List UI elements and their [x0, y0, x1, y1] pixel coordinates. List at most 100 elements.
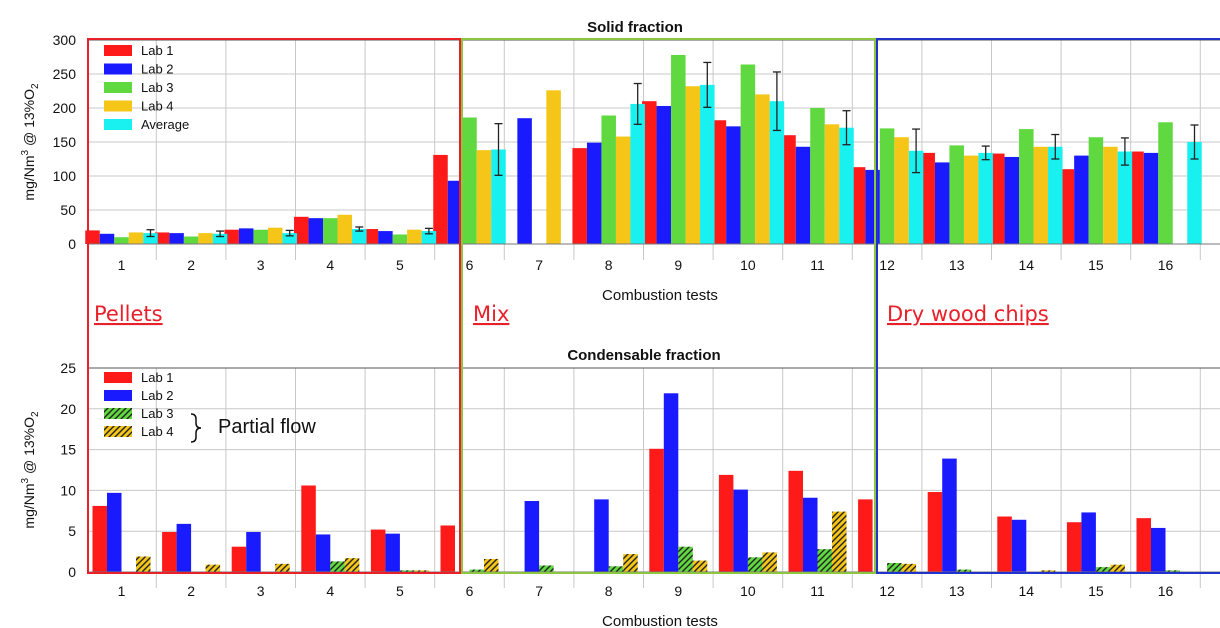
pellets-group-box — [87, 38, 461, 574]
bar-lab-4 — [824, 124, 840, 244]
bar-lab-1 — [92, 505, 107, 572]
y-tick-label: 150 — [53, 134, 77, 150]
x-tick-label: 3 — [257, 583, 265, 599]
legend-label: Average — [141, 117, 189, 132]
bar-lab-4 — [198, 233, 213, 244]
x-tick-label: 14 — [1019, 583, 1035, 599]
bar-lab-2 — [586, 142, 602, 244]
y-axis-label: mg/Nm3 @ 13%O2 — [20, 411, 41, 529]
bar-lab-4 — [692, 560, 708, 572]
group-label-pellets: Pellets — [94, 302, 163, 326]
bar-lab-2 — [1143, 152, 1159, 244]
x-tick-label: 4 — [326, 583, 334, 599]
bar-lab-4 — [407, 229, 422, 244]
y-tick-label: 0 — [68, 564, 76, 580]
legend-swatch — [104, 408, 132, 419]
y-tick-label: 10 — [60, 482, 76, 498]
bar-lab-2 — [315, 534, 331, 572]
x-tick-label: 3 — [257, 257, 265, 273]
bar-lab-4 — [484, 558, 499, 572]
legend-swatch — [104, 63, 132, 75]
bar-lab-4 — [963, 155, 979, 244]
y-tick-label: 25 — [60, 360, 76, 376]
y-tick-label: 250 — [53, 66, 77, 82]
bar-lab-3 — [887, 563, 902, 572]
legend-swatch — [104, 119, 132, 130]
bar-lab-4 — [136, 556, 151, 572]
x-tick-label: 11 — [810, 257, 825, 273]
bar-lab-3 — [462, 117, 477, 244]
legend-label: Lab 4 — [141, 424, 174, 439]
legend-swatch — [104, 426, 132, 437]
bar-lab-1 — [433, 154, 448, 244]
bar-average — [212, 233, 228, 244]
bar-average — [491, 149, 506, 244]
bar-lab-3 — [1165, 570, 1180, 572]
bar-lab-1 — [858, 499, 873, 572]
bar-lab-1 — [850, 167, 866, 244]
x-tick-label: 8 — [605, 257, 613, 273]
x-tick-label: 15 — [1088, 583, 1104, 599]
bar-lab-2 — [656, 105, 672, 245]
legend-label: Lab 2 — [141, 388, 174, 403]
bar-lab-1 — [1059, 169, 1075, 244]
bar-lab-4 — [755, 94, 770, 245]
group-labels: Pellets Mix Dry wood chips — [94, 302, 1049, 326]
bar-lab-2 — [1074, 155, 1089, 244]
bar-lab-3 — [1019, 129, 1034, 244]
bar-average — [352, 229, 367, 244]
bar-lab-2 — [517, 118, 532, 244]
bar-lab-4 — [685, 86, 701, 245]
bar-lab-2 — [733, 489, 748, 572]
group-label-mix: Mix — [473, 302, 509, 326]
bar-lab-1 — [788, 470, 803, 572]
x-tick-label: 11 — [810, 583, 825, 599]
bar-lab-1 — [781, 135, 796, 244]
bar-lab-2 — [1151, 527, 1166, 572]
bar-lab-2 — [594, 499, 609, 572]
x-tick-label: 4 — [326, 257, 334, 273]
bar-lab-3 — [747, 557, 763, 572]
bar-average — [630, 103, 645, 244]
bar-lab-1 — [711, 120, 727, 244]
y-tick-label: 100 — [53, 168, 77, 184]
bars — [92, 393, 1180, 572]
bar-lab-4 — [344, 558, 360, 572]
bar-lab-3 — [183, 236, 199, 244]
x-tick-label: 16 — [1158, 257, 1174, 273]
bar-lab-3 — [879, 128, 895, 244]
group-boxes — [87, 38, 1220, 574]
bar-lab-4 — [275, 563, 290, 572]
bar-lab-4 — [1103, 146, 1118, 244]
bars — [85, 54, 1202, 245]
bar-lab-3 — [678, 546, 693, 572]
legend-label: Lab 3 — [141, 80, 174, 95]
bar-lab-4 — [901, 563, 917, 572]
bar-lab-3 — [949, 145, 964, 244]
bar-lab-3 — [740, 64, 756, 244]
y-tick-label: 200 — [53, 100, 77, 116]
bar-lab-1 — [990, 153, 1005, 244]
bar-lab-1 — [440, 525, 455, 572]
bar-lab-3 — [1158, 122, 1173, 244]
bar-lab-1 — [363, 229, 379, 244]
bar-lab-4 — [476, 150, 492, 244]
bar-lab-2 — [246, 532, 261, 572]
bar-lab-2 — [308, 218, 324, 244]
bar-lab-2 — [942, 458, 957, 572]
chart-title: Condensable fraction — [567, 347, 720, 364]
x-axis-label: Combustion tests — [602, 287, 718, 304]
bar-lab-3 — [810, 108, 825, 244]
legend-swatch — [104, 100, 132, 112]
bar-lab-2 — [107, 492, 122, 572]
bar-lab-2 — [385, 533, 400, 572]
legend-swatch — [104, 372, 132, 383]
bar-lab-2 — [169, 233, 184, 244]
x-tick-label: 10 — [740, 257, 756, 273]
legend: Lab 1 Lab 2 Lab 3 Lab 4 Average — [104, 43, 189, 132]
bar-lab-2 — [524, 501, 540, 572]
x-tick-label: 2 — [187, 257, 195, 273]
bar-lab-3 — [469, 569, 484, 572]
bar-lab-3 — [608, 566, 624, 572]
